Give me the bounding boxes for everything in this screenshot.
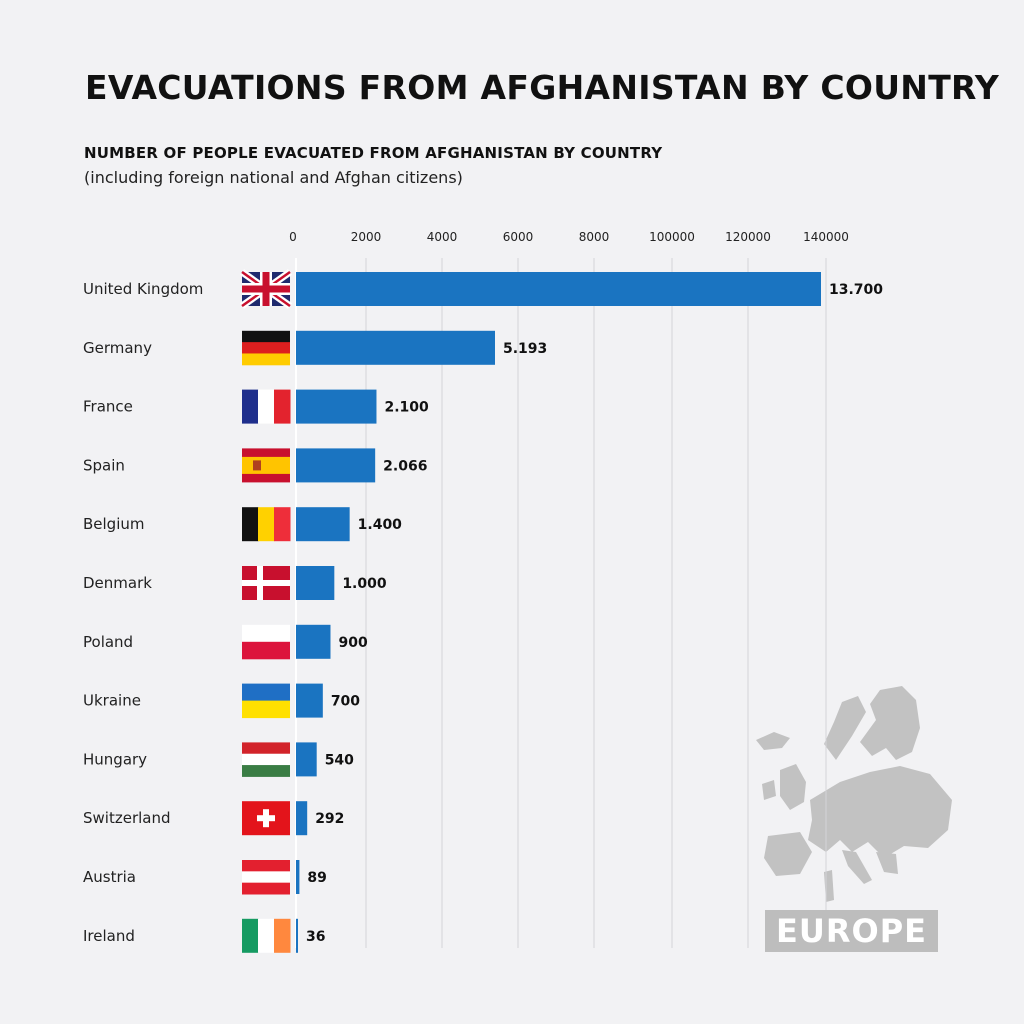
poland-flag-icon [242,624,290,660]
category-label: Denmark [83,574,152,592]
category-label: United Kingdom [83,280,203,298]
bar [296,448,376,483]
category-label: Austria [83,868,136,886]
category-label: Poland [83,633,133,651]
bar [296,389,377,424]
spain-flag-icon [242,448,290,483]
bar [296,683,323,718]
bar [296,272,821,306]
chart-subtitle: NUMBER OF PEOPLE EVACUATED FROM AFGHANIS… [84,144,663,162]
belgium-flag-icon [242,507,291,542]
europe-map-icon [756,686,952,902]
bar [296,507,350,542]
uk-flag-icon [239,269,293,309]
value-label: 89 [307,870,326,886]
category-label: Ireland [83,927,135,945]
ukraine-flag-icon [242,683,290,719]
x-tick-label: 6000 [503,230,534,244]
value-label: 900 [338,635,367,651]
category-label: Belgium [83,515,145,533]
value-label: 36 [306,929,325,945]
hungary-flag-icon [242,742,290,777]
x-tick-label: 0 [289,230,297,244]
france-flag-icon [242,389,291,424]
denmark-flag-icon [242,566,290,600]
category-label: Hungary [83,750,147,768]
x-tick-label: 140000 [803,230,849,244]
bar [296,330,496,365]
category-label: France [83,398,133,416]
category-label: Ukraine [83,692,141,710]
x-tick-label: 4000 [427,230,458,244]
value-label: 1.400 [358,517,403,533]
x-tick-label: 8000 [579,230,610,244]
bar [296,860,300,894]
bar [296,742,317,777]
bar [296,624,331,659]
category-label: Germany [83,339,152,357]
switzerland-flag-icon [242,801,290,836]
bar [296,801,308,836]
value-label: 2.100 [384,400,429,416]
value-label: 540 [325,752,354,768]
chart-note: (including foreign national and Afghan c… [84,168,463,187]
value-label: 700 [331,694,360,710]
germany-flag-icon [242,330,290,366]
category-label: Switzerland [83,809,171,827]
value-label: 2.066 [383,458,427,474]
austria-flag-icon [242,860,290,895]
value-label: 1.000 [342,576,387,592]
europe-label: EUROPE [765,910,938,952]
value-label: 292 [315,811,344,827]
bar [296,918,298,953]
bar [296,566,335,600]
x-tick-label: 120000 [725,230,771,244]
x-tick-label: 100000 [649,230,695,244]
x-tick-label: 2000 [351,230,382,244]
value-label: 13.700 [829,282,883,298]
value-label: 5.193 [503,341,547,357]
category-label: Spain [83,456,125,474]
ireland-flag-icon [242,918,291,953]
chart-title: EVACUATIONS FROM AFGHANISTAN BY COUNTRY [85,68,1000,107]
